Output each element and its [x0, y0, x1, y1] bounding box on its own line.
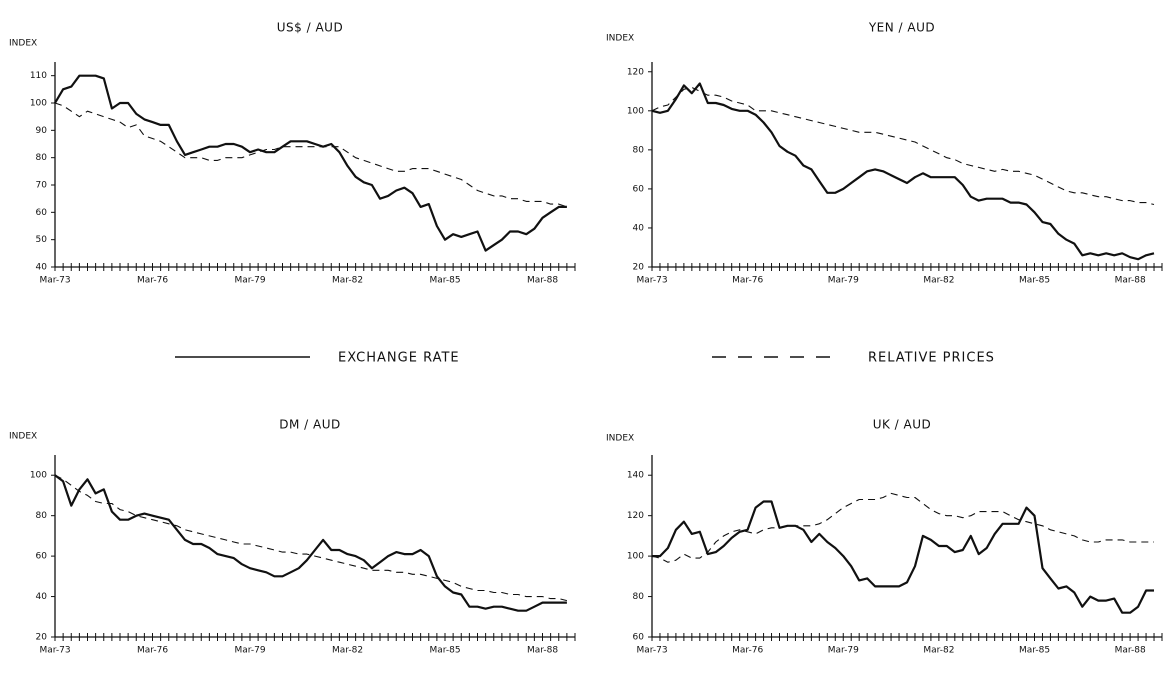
y-tick-label: 60 — [36, 552, 48, 562]
x-tick-label: Mar-82 — [332, 646, 363, 656]
y-axis-label: INDEX — [606, 434, 634, 444]
legend-label: RELATIVE PRICES — [868, 351, 995, 366]
y-tick-label: 100 — [30, 99, 47, 109]
series-line — [651, 82, 1155, 261]
x-tick-label: Mar-88 — [1115, 276, 1146, 286]
y-tick-label: 120 — [627, 511, 644, 521]
legend-label: EXCHANGE RATE — [338, 351, 460, 366]
x-tick-label: Mar-82 — [923, 646, 954, 656]
series-line — [651, 86, 1155, 206]
x-tick-label: Mar-82 — [332, 276, 363, 286]
y-tick-label: 20 — [633, 263, 645, 273]
y-tick-label: 140 — [627, 471, 644, 481]
y-tick-label: 60 — [36, 208, 48, 218]
x-tick-label: Mar-85 — [1019, 276, 1050, 286]
series-line — [652, 500, 1154, 614]
series-line — [651, 492, 1154, 563]
x-tick-label: Mar-79 — [828, 276, 859, 286]
y-axis-label: INDEX — [9, 432, 37, 442]
y-tick-label: 40 — [36, 263, 48, 273]
y-tick-label: 60 — [633, 184, 645, 194]
y-tick-label: 100 — [627, 552, 644, 562]
x-tick-label: Mar-76 — [732, 276, 763, 286]
y-tick-label: 50 — [36, 235, 48, 245]
x-tick-label: Mar-88 — [527, 276, 558, 286]
x-tick-label: Mar-85 — [429, 646, 460, 656]
y-tick-label: 80 — [36, 511, 48, 521]
x-tick-label: Mar-85 — [429, 276, 460, 286]
y-tick-label: 80 — [633, 145, 645, 155]
chart-title: US$ / AUD — [277, 21, 343, 35]
y-tick-label: 40 — [36, 592, 48, 602]
y-tick-label: 20 — [36, 633, 48, 643]
x-tick-label: Mar-79 — [234, 276, 265, 286]
x-tick-label: Mar-79 — [828, 646, 859, 656]
x-tick-label: Mar-73 — [636, 646, 667, 656]
x-tick-label: Mar-82 — [923, 276, 954, 286]
chart-title: YEN / AUD — [868, 21, 935, 35]
series-line — [54, 474, 568, 602]
chart-title: UK / AUD — [873, 418, 932, 432]
series-line — [54, 74, 567, 252]
y-axis-label: INDEX — [606, 34, 634, 44]
x-tick-label: Mar-76 — [732, 646, 763, 656]
y-axis-label: INDEX — [9, 39, 37, 49]
x-tick-label: Mar-85 — [1019, 646, 1050, 656]
y-tick-label: 100 — [30, 471, 47, 481]
y-tick-label: 80 — [633, 592, 645, 602]
y-tick-label: 40 — [633, 223, 645, 233]
x-tick-label: Mar-88 — [527, 646, 558, 656]
y-tick-label: 80 — [36, 153, 48, 163]
x-tick-label: Mar-88 — [1115, 646, 1146, 656]
y-tick-label: 120 — [627, 67, 644, 77]
y-tick-label: 70 — [36, 181, 48, 191]
x-tick-label: Mar-76 — [137, 276, 168, 286]
x-tick-label: Mar-79 — [234, 646, 265, 656]
x-tick-label: Mar-73 — [39, 276, 70, 286]
y-tick-label: 60 — [633, 633, 645, 643]
x-tick-label: Mar-76 — [137, 646, 168, 656]
x-tick-label: Mar-73 — [39, 646, 70, 656]
series-line — [54, 102, 568, 208]
chart-title: DM / AUD — [279, 418, 341, 432]
series-line — [54, 474, 567, 612]
y-tick-label: 110 — [30, 71, 47, 81]
y-tick-label: 90 — [36, 126, 48, 136]
y-tick-label: 100 — [627, 106, 644, 116]
x-tick-label: Mar-73 — [636, 276, 667, 286]
